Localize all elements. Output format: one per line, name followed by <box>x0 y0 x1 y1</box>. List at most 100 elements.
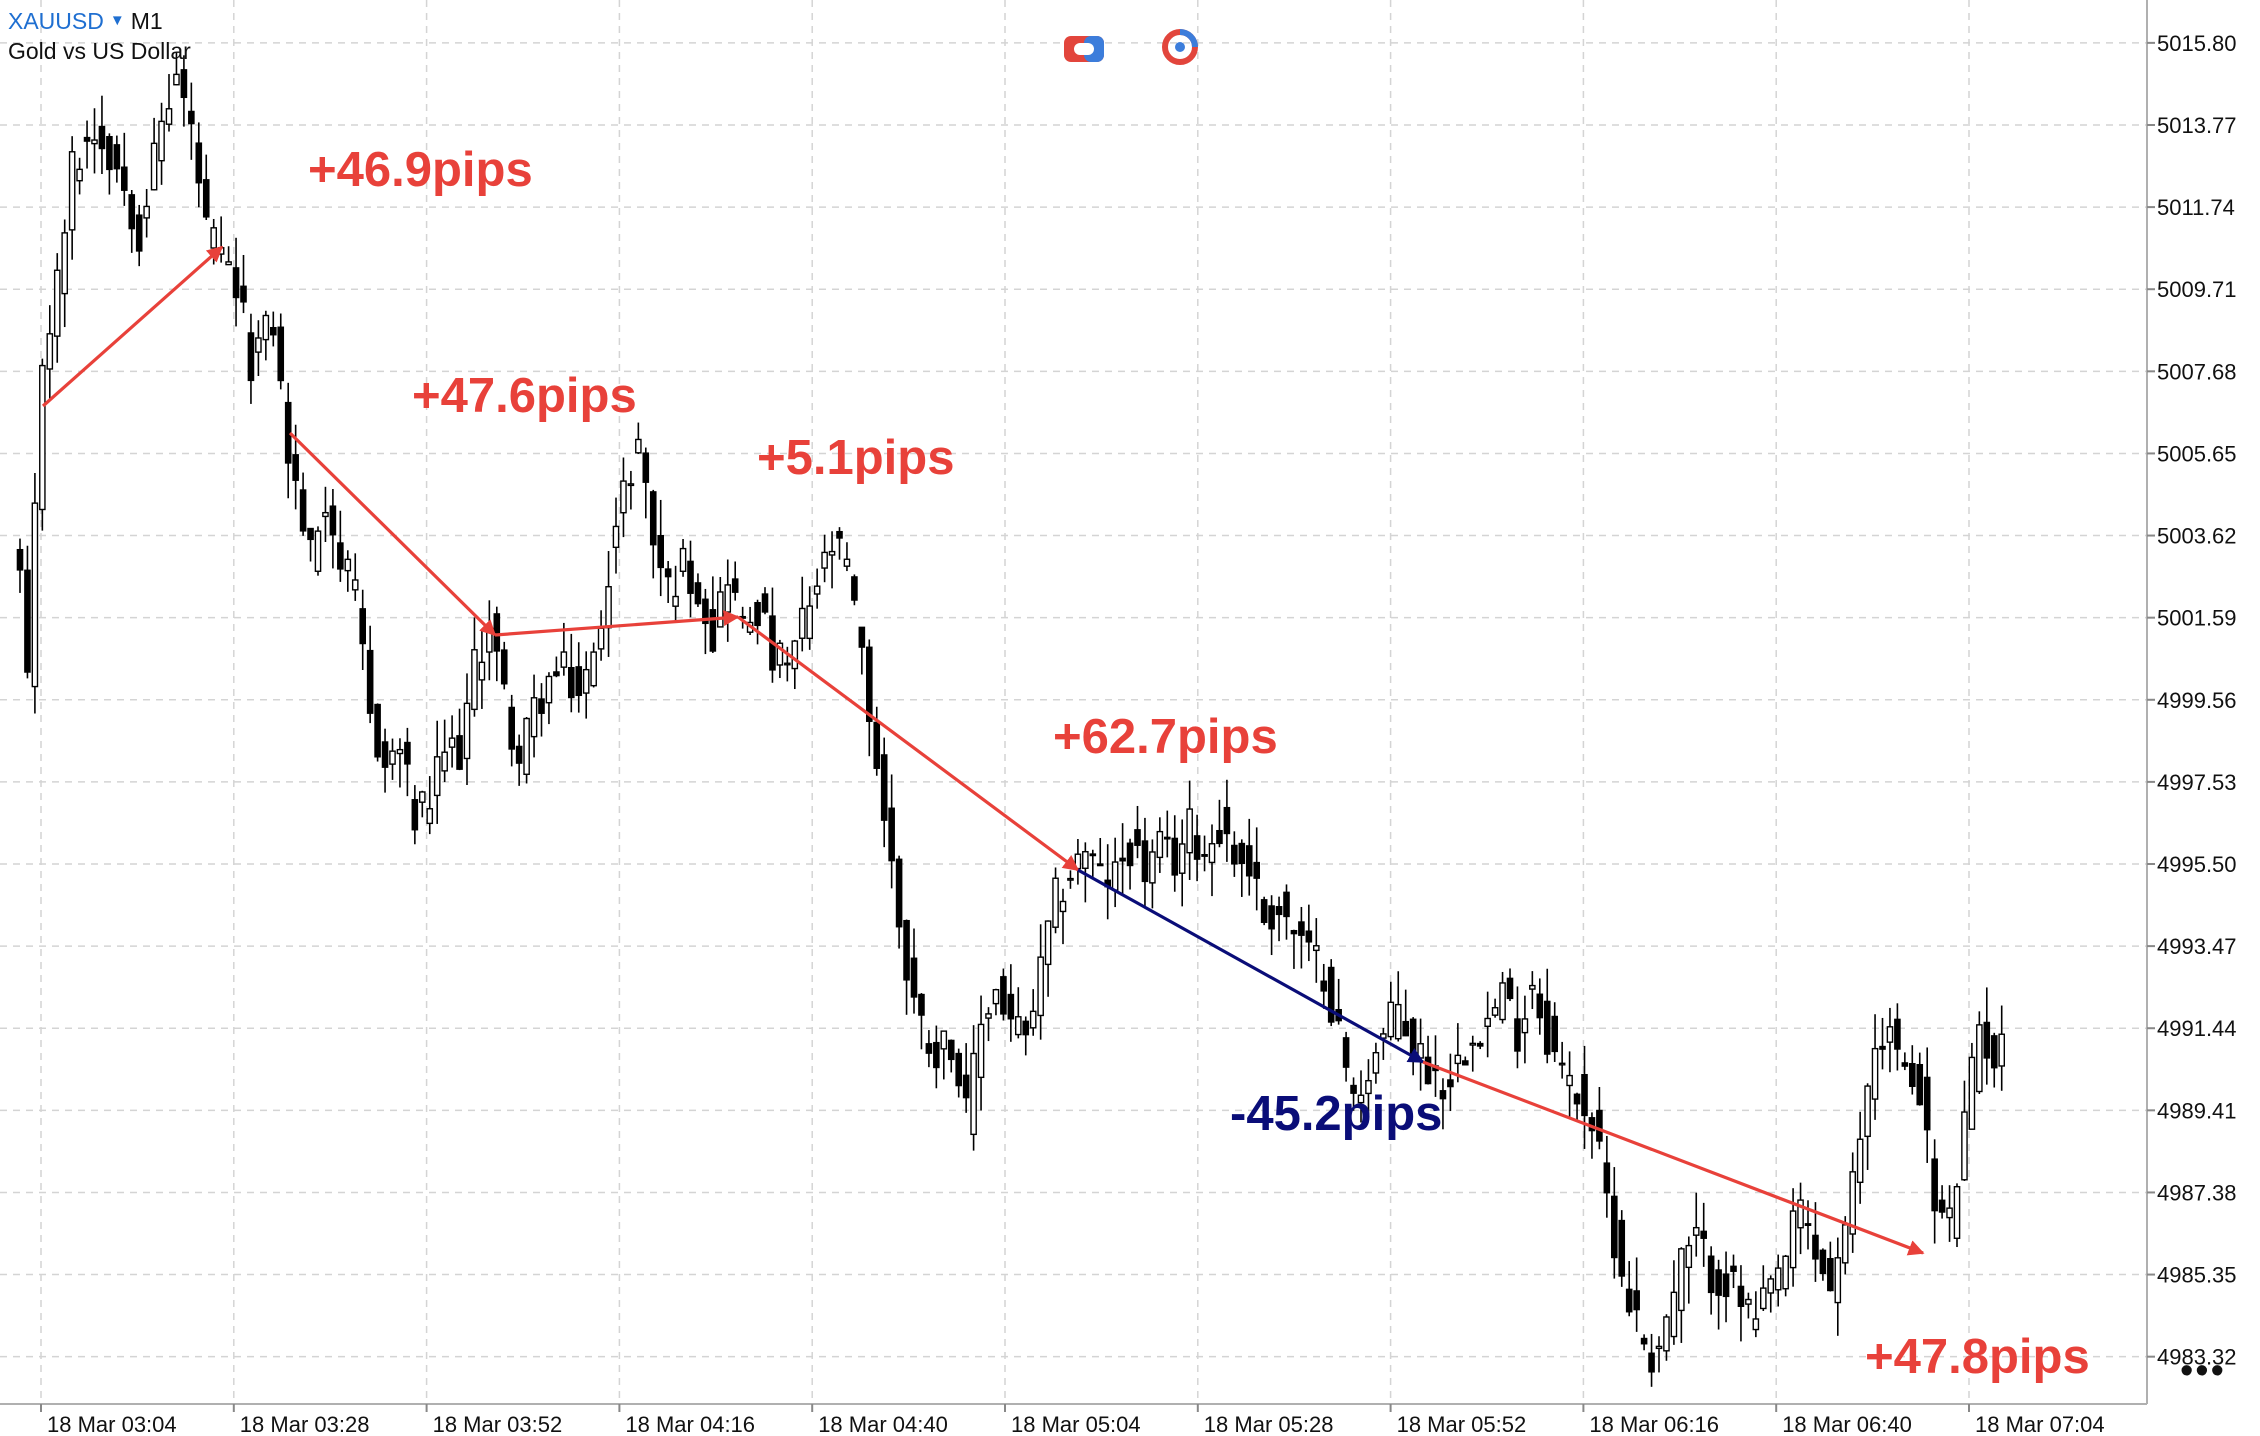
bull-candle <box>1782 1255 1789 1290</box>
bear-candle <box>1476 1042 1484 1047</box>
pip-arrow-3 <box>494 610 740 637</box>
bull-candle <box>463 702 471 760</box>
timeframe-label[interactable]: M1 <box>130 8 163 34</box>
bear-candle <box>1931 1158 1938 1212</box>
bear-candle <box>284 401 292 464</box>
pips-label-2: +47.6pips <box>412 369 637 423</box>
bear-candle <box>933 1041 940 1069</box>
bear-candle <box>1700 1230 1707 1239</box>
price-tick-label: 4983.32 <box>2157 1345 2237 1370</box>
pip-arrows[interactable] <box>41 245 1925 1256</box>
bull-candle <box>1663 1316 1670 1352</box>
bear-candle <box>1640 1337 1648 1345</box>
bull-candle <box>560 651 568 668</box>
bull-candle <box>1759 1287 1767 1310</box>
bear-candle <box>1134 829 1141 846</box>
bear-candle <box>1000 976 1007 1015</box>
bull-candle <box>173 73 180 86</box>
bear-candle <box>888 807 895 862</box>
bear-candle <box>500 649 508 685</box>
time-tick-label: 18 Mar 04:40 <box>818 1412 948 1436</box>
bear-candle <box>240 285 247 303</box>
bear-candle <box>1089 853 1097 857</box>
bull-candle <box>1044 920 1052 966</box>
bear-candle <box>1439 1090 1447 1100</box>
bear-candle <box>1812 1234 1819 1260</box>
bull-candle <box>985 1013 992 1019</box>
bull-candle <box>1841 1224 1849 1264</box>
bull-candle <box>679 547 687 572</box>
price-tick-label: 5005.65 <box>2157 441 2237 466</box>
bull-candle <box>1357 1094 1365 1104</box>
time-tick-label: 18 Mar 05:52 <box>1397 1412 1527 1436</box>
bull-candle <box>68 151 76 231</box>
bear-candle <box>1253 861 1260 879</box>
bull-candle <box>486 630 493 653</box>
bull-candle <box>597 627 605 650</box>
price-tick-label: 5003.62 <box>2157 524 2237 549</box>
bear-candle <box>1461 1060 1469 1066</box>
price-scale[interactable]: 5015.80 5013.77 5011.74 5009.71 5007.68 5005.… <box>2147 31 2237 1370</box>
symbol-name[interactable]: XAUUSD <box>8 8 104 34</box>
time-scale[interactable]: 18 Mar 03:04 18 Mar 03:28 18 Mar 03:52 18 M… <box>40 1404 2105 1436</box>
bull-candle <box>1015 1016 1022 1036</box>
symbol-description: Gold vs US Dollar <box>8 38 191 64</box>
bull-candle <box>262 314 270 341</box>
bull-candle <box>1968 1056 1976 1130</box>
bear-candle <box>1275 906 1283 916</box>
bull-candle <box>1186 808 1193 854</box>
bear-candle <box>1901 1062 1909 1067</box>
bear-candle <box>1022 1020 1030 1036</box>
bear-candle <box>836 530 843 539</box>
bull-candle <box>1067 877 1074 881</box>
pips-label-3: +5.1pips <box>757 431 955 485</box>
chevron-down-icon[interactable]: ▼ <box>109 12 125 29</box>
bear-candle <box>858 626 866 648</box>
bear-candle <box>1804 1223 1812 1226</box>
bear-candle <box>955 1052 962 1087</box>
pip-arrow-5 <box>1077 868 1425 1064</box>
bear-candle <box>709 609 717 652</box>
bear-candle <box>1737 1285 1745 1307</box>
bull-candle <box>471 649 478 711</box>
bull-candle <box>724 584 732 613</box>
bear-candle <box>1305 930 1313 943</box>
bull-candle <box>1365 1079 1372 1095</box>
bull-candle <box>545 675 553 704</box>
bull-candle <box>1156 830 1164 859</box>
bear-candle <box>1201 854 1208 857</box>
bull-candle <box>426 808 434 825</box>
bull-candle <box>1469 1042 1477 1046</box>
bear-candle <box>664 568 672 578</box>
bull-candle <box>1082 851 1089 869</box>
bear-candle <box>754 602 761 627</box>
bear-candle <box>381 741 389 768</box>
pips-label-1: +46.9pips <box>308 143 533 197</box>
bear-candle <box>120 166 128 191</box>
bull-candle <box>635 438 642 454</box>
one-click-trading-icon[interactable] <box>1062 30 1106 68</box>
axes <box>0 0 2148 1405</box>
bear-candle <box>1402 1020 1409 1037</box>
bull-candle <box>150 142 158 191</box>
bear-candle <box>202 179 210 218</box>
bull-candle <box>1678 1248 1685 1312</box>
bear-candle <box>1573 1093 1581 1105</box>
chart-refresh-icon[interactable] <box>1158 28 1202 66</box>
bull-candle <box>351 579 359 591</box>
price-tick-label: 5015.80 <box>2157 31 2237 56</box>
bull-candle <box>1491 1007 1499 1016</box>
bull-candle <box>1767 1278 1775 1294</box>
bull-candle <box>314 530 322 572</box>
bear-candle <box>128 194 136 230</box>
bear-candle <box>1126 842 1134 867</box>
bear-candle <box>277 326 285 382</box>
bear-candle <box>1350 1084 1357 1094</box>
price-tick-label: 5007.68 <box>2157 359 2237 384</box>
symbol-header[interactable]: XAUUSD ▼ M1 Gold vs US Dollar <box>8 6 191 66</box>
more-options-icon[interactable]: ••• <box>2180 1350 2226 1392</box>
bull-candle <box>91 139 98 145</box>
bull-candle <box>1856 1138 1864 1184</box>
bear-candle <box>16 548 24 571</box>
